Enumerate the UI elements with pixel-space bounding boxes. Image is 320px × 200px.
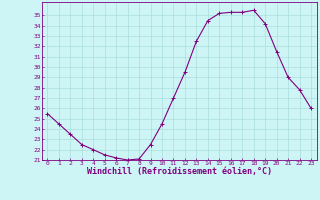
X-axis label: Windchill (Refroidissement éolien,°C): Windchill (Refroidissement éolien,°C) — [87, 167, 272, 176]
